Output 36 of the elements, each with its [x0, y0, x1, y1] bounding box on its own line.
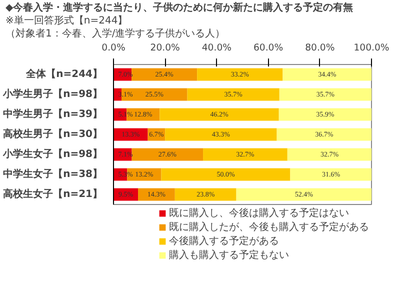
bar [287, 148, 372, 161]
bar [282, 68, 372, 81]
y-tick-label: 全体【n=244】 [25, 68, 103, 80]
legend-label: 購入も購入する予定もない [169, 248, 289, 262]
y-tick-label: 小学生女子【n=98】 [2, 148, 103, 160]
x-tick-label: 20.0% [150, 42, 180, 54]
y-tick-label: 中学生男子【n=39】 [3, 108, 103, 120]
text: （対象者1：今春、入学/進学する子供がいる人） [6, 28, 226, 40]
bar [165, 128, 277, 141]
bar [132, 148, 204, 161]
bar [203, 148, 288, 161]
bar [161, 168, 290, 181]
bar [160, 108, 279, 121]
bar [276, 128, 372, 141]
y-tick-label: 中学生女子【n=38】 [3, 168, 103, 180]
x-tick-label: 80.0% [305, 42, 335, 54]
bar [174, 188, 236, 201]
bar [236, 188, 372, 201]
bar [187, 88, 280, 101]
bar [279, 88, 372, 101]
y-tick-label: 小学生男子【n=98】 [2, 88, 103, 100]
x-tick-label: 40.0% [202, 42, 232, 54]
legend-label: 既に購入し、今後は購入する予定はない [169, 206, 349, 220]
y-tick-label: 高校生女子【n=21】 [3, 188, 103, 200]
y-tick-label: 高校生男子【n=30】 [3, 128, 103, 140]
legend-label: 既に購入したが、今後も購入する予定がある [169, 220, 369, 234]
bar [290, 168, 372, 181]
x-tick-label: 0.0% [102, 42, 126, 54]
chart-title: ◆今春入学・進学するに当たり、子供のために何か新たに購入する予定の有無 [6, 2, 354, 14]
x-tick-label: 100.0% [354, 42, 390, 54]
bar [197, 68, 283, 81]
bar [278, 108, 372, 121]
legend-label: 今後購入する予定がある [169, 234, 279, 248]
x-tick-label: 60.0% [253, 42, 284, 54]
bar [132, 68, 198, 81]
chart-subtitle: ※単一回答形式【n=244】 [6, 14, 128, 26]
